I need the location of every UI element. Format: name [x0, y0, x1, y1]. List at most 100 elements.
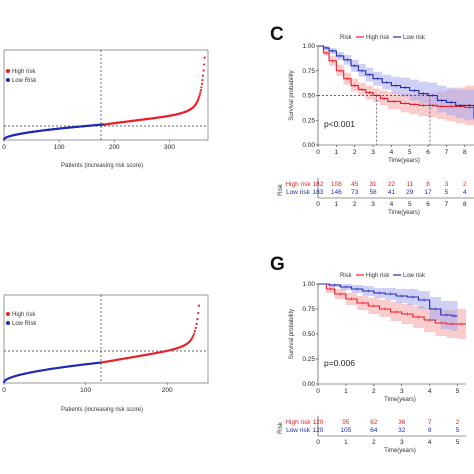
p-value: p<0.001	[324, 119, 355, 129]
x-tick-label: 0	[2, 387, 6, 394]
risk-table-x-tick: 0	[316, 439, 320, 446]
risk-table-row-name: Low risk	[286, 189, 311, 196]
risk-plot-top: High risk Low Risk 0 100 200 300 Patients (…	[2, 49, 209, 169]
y-axis-label: Survival probability	[289, 70, 295, 120]
risk-point	[199, 91, 202, 94]
x-tick-label: 1	[335, 149, 339, 156]
x-tick-label: 5	[456, 388, 460, 395]
legend-low-label: Low Risk	[12, 321, 37, 327]
risk-table-x-label: Time(years)	[388, 210, 420, 216]
panel-letter-g: G	[270, 254, 285, 275]
legend-low-label: Low risk	[403, 35, 426, 41]
risk-plot-bottom-frame	[3, 294, 209, 384]
ci-band	[318, 46, 474, 131]
panel-letter-c: C	[270, 24, 284, 45]
x-tick-label: 0	[316, 388, 320, 395]
risk-point	[197, 304, 201, 307]
risk-point	[198, 95, 201, 98]
y-tick-label: 1.00	[302, 281, 315, 288]
risk-point	[201, 79, 204, 82]
risk-table-x-tick: 7	[445, 201, 449, 208]
risk-plot-bottom-xlabel: Patients (increasing risk score)	[61, 407, 143, 413]
x-tick-label: 0	[316, 149, 320, 156]
risk-table-x-tick: 3	[400, 439, 404, 446]
risk-table-x-tick: 5	[408, 201, 412, 208]
x-tick-label: 5	[408, 149, 412, 156]
risk-point	[202, 69, 205, 72]
legend-high-label: High risk	[366, 35, 390, 41]
y-tick-label: 0.00	[302, 381, 315, 388]
x-tick-label: 3	[371, 149, 375, 156]
legend-high-label: High risk	[12, 312, 36, 318]
y-tick-label: 0.75	[302, 306, 315, 313]
x-tick-label: 2	[353, 149, 357, 156]
risk-table-cell: 73	[351, 189, 359, 196]
risk-table-cell: 11	[406, 181, 413, 188]
risk-table-cell: 45	[351, 181, 359, 188]
risk-table-cell: 32	[398, 427, 406, 434]
p-value: p=0.006	[324, 358, 355, 368]
legend-low-label: Low risk	[403, 273, 426, 279]
legend-high-label: High risk	[12, 69, 36, 75]
x-tick-label: 7	[445, 149, 449, 156]
risk-point	[203, 63, 206, 66]
risk-point	[194, 326, 197, 329]
risk-table-cell: 29	[406, 189, 414, 196]
risk-point	[201, 74, 205, 77]
x-axis-label: Time(years)	[384, 397, 416, 403]
risk-point	[199, 89, 202, 92]
y-tick-label: 0.75	[302, 68, 315, 75]
risk-table-label: Risk	[278, 421, 284, 434]
y-axis-label: Survival probability	[289, 309, 295, 359]
x-tick-label: 2	[372, 388, 376, 395]
risk-table-x-tick: 5	[456, 439, 460, 446]
legend-high-marker	[6, 312, 10, 316]
legend-low-marker	[6, 78, 10, 82]
risk-table-cell: 8	[426, 181, 430, 188]
risk-table-cell: 105	[340, 427, 351, 434]
risk-table-cell: 7	[428, 419, 432, 426]
risk-table-cell: 62	[370, 419, 378, 426]
y-tick-label: 0.00	[302, 142, 315, 149]
risk-plot-top-xticks: 0 100 200 300	[2, 140, 175, 151]
risk-table-cell: 3	[445, 181, 449, 188]
y-tick-label: 0.25	[302, 117, 315, 124]
risk-table-cell: 108	[331, 181, 342, 188]
risk-point	[192, 334, 195, 337]
x-tick-label: 6	[426, 149, 430, 156]
risk-table-row-name: Low risk	[286, 427, 311, 434]
km-panel-g: G Risk High risk Low risk0.000.250.500.751…	[270, 254, 466, 454]
risk-point	[195, 322, 198, 326]
legend-high-marker	[6, 69, 10, 73]
risk-table-cell: 22	[388, 181, 396, 188]
risk-plot-top-points	[2, 56, 206, 141]
risk-point	[200, 82, 204, 86]
x-tick-label: 100	[54, 144, 65, 151]
legend-high-label: High risk	[366, 273, 390, 279]
legend-title: Risk	[340, 35, 353, 41]
risk-table-cell: 17	[425, 189, 433, 196]
legend-title: Risk	[340, 273, 353, 279]
risk-table-row-name: High risk	[285, 181, 311, 188]
risk-table-cell: 2	[463, 181, 467, 188]
risk-table-x-tick: 1	[344, 439, 348, 446]
risk-table-x-tick: 6	[426, 201, 430, 208]
risk-table-cell: 36	[398, 419, 406, 426]
risk-point	[196, 318, 199, 321]
risk-table-cell: 31	[369, 181, 377, 188]
legend-low-marker	[6, 321, 10, 325]
risk-table-cell: 5	[456, 427, 460, 434]
x-tick-label: 200	[109, 144, 120, 151]
legend-low-label: Low Risk	[12, 78, 37, 84]
risk-point	[193, 332, 196, 335]
risk-table-cell: 146	[331, 189, 342, 196]
risk-plot-top-xlabel: Patients (increasing risk score)	[61, 163, 143, 169]
y-tick-label: 0.25	[302, 356, 315, 363]
risk-plot-bottom-points	[2, 304, 201, 384]
risk-table-label: Risk	[278, 183, 284, 196]
risk-table-x-tick: 8	[463, 201, 467, 208]
y-tick-label: 0.50	[302, 93, 315, 100]
risk-table-cell: 2	[456, 419, 460, 426]
x-tick-label: 0	[2, 144, 6, 151]
